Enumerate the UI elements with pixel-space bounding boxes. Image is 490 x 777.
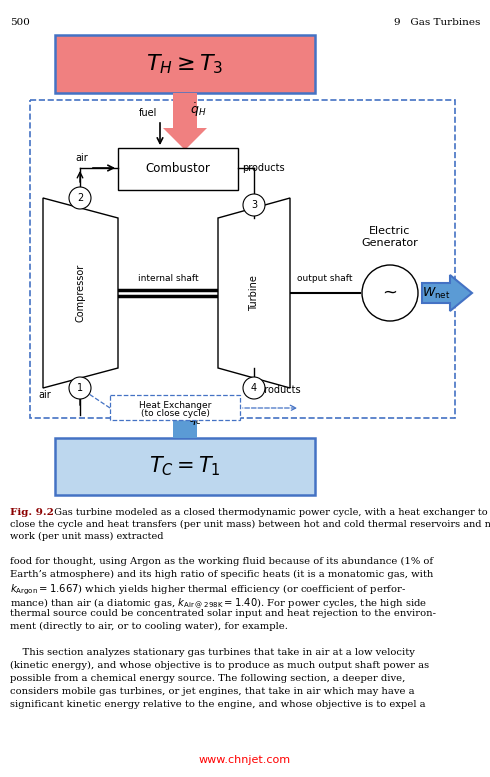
Text: output shaft: output shaft: [297, 274, 353, 283]
Bar: [55, 438, 315, 495]
Text: ment (directly to air, or to cooling water), for example.: ment (directly to air, or to cooling wat…: [10, 622, 288, 631]
Text: $k_{\mathrm{Argon}} = 1.667$) which yields higher thermal efficiency (or coeffic: $k_{\mathrm{Argon}} = 1.667$) which yiel…: [10, 583, 406, 598]
Text: 4: 4: [251, 383, 257, 393]
Circle shape: [243, 377, 265, 399]
Text: thermal source could be concentrated solar input and heat rejection to the envir: thermal source could be concentrated sol…: [10, 609, 436, 618]
Text: Electric
Generator: Electric Generator: [362, 225, 418, 248]
Text: $q_c$: $q_c$: [188, 413, 203, 427]
Text: internal shaft: internal shaft: [138, 274, 198, 283]
Text: products: products: [242, 163, 285, 173]
Bar: [173, 418, 197, 438]
Bar: [173, 420, 197, 438]
Circle shape: [69, 187, 91, 209]
Text: Heat Exchanger: Heat Exchanger: [139, 401, 211, 410]
Text: ~: ~: [383, 284, 397, 302]
Polygon shape: [163, 400, 207, 418]
Text: (to close cycle): (to close cycle): [141, 409, 209, 418]
Text: possible from a chemical energy source. The following section, a deeper dive,: possible from a chemical energy source. …: [10, 674, 405, 683]
Circle shape: [362, 265, 418, 321]
Polygon shape: [163, 128, 207, 150]
Bar: [173, 93, 197, 128]
Polygon shape: [218, 198, 290, 388]
Bar: [30, 100, 455, 418]
Text: Earth’s atmosphere) and its high ratio of specific heats (it is a monatomic gas,: Earth’s atmosphere) and its high ratio o…: [10, 570, 433, 579]
Text: $W_{\rm net}$: $W_{\rm net}$: [422, 285, 450, 301]
Text: 1: 1: [77, 383, 83, 393]
Polygon shape: [422, 275, 472, 311]
Text: close the cycle and heat transfers (per unit mass) between hot and cold thermal : close the cycle and heat transfers (per …: [10, 520, 490, 529]
Bar: [118, 148, 238, 190]
Polygon shape: [43, 198, 118, 388]
Text: (kinetic energy), and whose objective is to produce as much output shaft power a: (kinetic energy), and whose objective is…: [10, 661, 429, 670]
Text: significant kinetic energy relative to the engine, and whose objective is to exp: significant kinetic energy relative to t…: [10, 700, 426, 709]
Text: Combustor: Combustor: [146, 162, 210, 176]
Text: food for thought, using Argon as the working fluid because of its abundance (1% : food for thought, using Argon as the wor…: [10, 557, 433, 566]
Text: fuel: fuel: [139, 108, 157, 118]
Bar: [55, 35, 315, 93]
Text: considers mobile gas turbines, or jet engines, that take in air which may have a: considers mobile gas turbines, or jet en…: [10, 687, 415, 696]
Text: $T_C = T_1$: $T_C = T_1$: [149, 455, 221, 479]
Text: air: air: [38, 390, 51, 400]
Text: 9   Gas Turbines: 9 Gas Turbines: [393, 18, 480, 27]
Text: Compressor: Compressor: [75, 264, 85, 322]
Text: This section analyzes stationary gas turbines that take in air at a low velocity: This section analyzes stationary gas tur…: [10, 648, 415, 657]
Text: 2: 2: [77, 193, 83, 203]
Text: work (per unit mass) extracted: work (per unit mass) extracted: [10, 532, 164, 541]
Text: Fig. 9.2: Fig. 9.2: [10, 508, 54, 517]
Text: $\dot{q}_H$: $\dot{q}_H$: [190, 101, 206, 119]
Text: www.chnjet.com: www.chnjet.com: [199, 755, 291, 765]
Circle shape: [69, 377, 91, 399]
Circle shape: [243, 194, 265, 216]
Text: $T_H \geq T_3$: $T_H \geq T_3$: [147, 52, 223, 76]
Bar: [110, 395, 240, 420]
Text: air: air: [75, 153, 88, 163]
Text: mance) than air (a diatomic gas, $k_{\mathrm{Air\;@\;298K}} = 1.40$). For power : mance) than air (a diatomic gas, $k_{\ma…: [10, 596, 427, 610]
Text: Turbine: Turbine: [249, 275, 259, 311]
Text: 500: 500: [10, 18, 30, 27]
Text: 3: 3: [251, 200, 257, 210]
Polygon shape: [163, 405, 207, 438]
Text: products: products: [258, 385, 301, 395]
Text: Gas turbine modeled as a closed thermodynamic power cycle, with a heat exchanger: Gas turbine modeled as a closed thermody…: [48, 508, 488, 517]
